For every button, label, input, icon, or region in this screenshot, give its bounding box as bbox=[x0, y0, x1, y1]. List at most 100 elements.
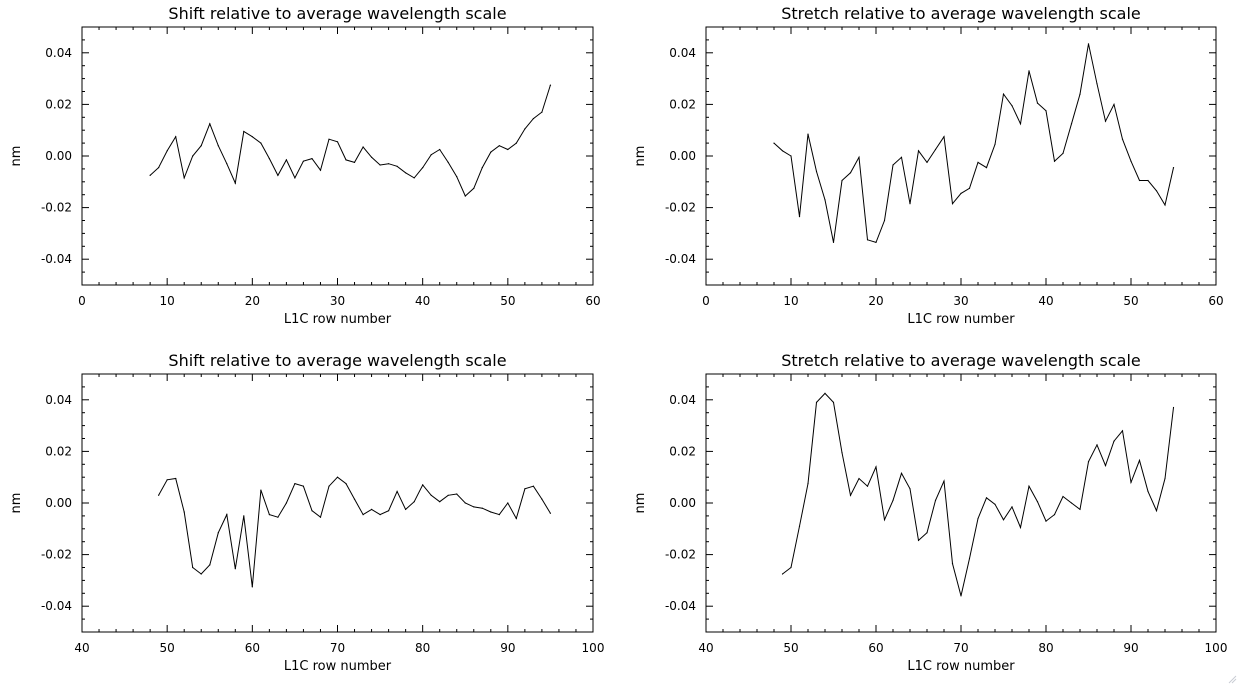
data-point bbox=[532, 485, 535, 487]
data-point bbox=[336, 476, 339, 478]
data-point bbox=[388, 510, 390, 512]
data-point bbox=[985, 167, 988, 169]
data-point bbox=[1002, 519, 1005, 521]
data-point bbox=[934, 148, 937, 151]
x-tick-label: 90 bbox=[500, 641, 515, 655]
data-point bbox=[285, 159, 287, 161]
data-point bbox=[1036, 501, 1039, 503]
y-tick-label: 0.00 bbox=[669, 496, 696, 510]
data-point bbox=[192, 155, 194, 157]
x-tick-label: 40 bbox=[1038, 294, 1053, 308]
y-tick-label: -0.04 bbox=[665, 599, 696, 613]
x-tick-label: 60 bbox=[1208, 294, 1223, 308]
x-tick-label: 10 bbox=[783, 294, 798, 308]
x-axis-label: L1C row number bbox=[907, 659, 1015, 674]
data-point bbox=[200, 145, 202, 147]
x-tick-label: 40 bbox=[698, 641, 713, 655]
data-point bbox=[490, 511, 492, 513]
data-point bbox=[149, 174, 151, 176]
data-point bbox=[883, 219, 886, 222]
data-point bbox=[268, 158, 270, 160]
data-point bbox=[1079, 508, 1081, 510]
data-point bbox=[892, 164, 894, 166]
x-axis-label: L1C row number bbox=[284, 312, 392, 327]
data-point bbox=[379, 514, 381, 516]
data-point bbox=[1036, 102, 1039, 104]
data-point bbox=[1062, 495, 1064, 498]
data-point bbox=[1104, 465, 1107, 467]
data-point bbox=[226, 163, 228, 165]
data-point bbox=[277, 516, 279, 518]
data-point bbox=[209, 123, 211, 125]
data-point bbox=[900, 156, 903, 158]
y-tick-label: 0.00 bbox=[669, 149, 696, 163]
data-point bbox=[1070, 123, 1073, 125]
data-point bbox=[268, 514, 270, 516]
data-point bbox=[464, 502, 466, 504]
y-tick-label: 0.04 bbox=[669, 46, 696, 60]
data-point bbox=[824, 392, 826, 394]
data-point bbox=[226, 514, 228, 516]
data-point bbox=[1096, 444, 1098, 446]
data-point bbox=[1130, 481, 1132, 483]
data-point bbox=[507, 148, 509, 151]
data-point bbox=[396, 490, 398, 492]
data-point bbox=[875, 466, 877, 468]
x-tick-label: 80 bbox=[415, 641, 430, 655]
data-point bbox=[934, 499, 937, 501]
data-point bbox=[464, 195, 466, 197]
data-point bbox=[849, 494, 852, 496]
data-point bbox=[524, 488, 526, 490]
x-tick-label: 100 bbox=[582, 641, 605, 655]
data-point bbox=[217, 145, 219, 147]
data-point bbox=[1130, 160, 1132, 162]
data-point bbox=[183, 511, 185, 513]
data-point bbox=[353, 161, 356, 163]
x-tick-label: 30 bbox=[330, 294, 345, 308]
data-point bbox=[251, 136, 253, 138]
data-point bbox=[498, 514, 500, 516]
plot-frame bbox=[81, 26, 594, 286]
data-point bbox=[985, 497, 988, 499]
data-point bbox=[832, 241, 835, 243]
data-point bbox=[294, 177, 296, 179]
y-tick-label: 0.04 bbox=[669, 393, 696, 407]
x-tick-label: 60 bbox=[585, 294, 600, 308]
y-tick-label: -0.04 bbox=[665, 252, 696, 266]
data-point bbox=[345, 483, 347, 485]
chart-panel-3: Shift relative to average wavelength sca… bbox=[9, 351, 604, 674]
plot-frame bbox=[705, 373, 1217, 633]
data-point bbox=[217, 532, 219, 534]
data-point bbox=[1155, 510, 1158, 512]
data-point bbox=[515, 517, 517, 520]
data-point bbox=[1019, 123, 1022, 125]
data-point bbox=[781, 573, 784, 575]
y-tick-label: -0.04 bbox=[41, 599, 72, 613]
data-point bbox=[1002, 93, 1005, 95]
data-point bbox=[507, 502, 509, 504]
x-tick-label: 10 bbox=[160, 294, 175, 308]
data-point bbox=[439, 501, 441, 503]
data-point bbox=[1045, 520, 1047, 522]
data-point bbox=[353, 498, 356, 500]
data-point bbox=[439, 148, 441, 151]
data-point bbox=[200, 573, 202, 575]
data-point bbox=[849, 172, 852, 174]
plot-frame bbox=[81, 373, 594, 633]
data-point bbox=[158, 494, 160, 496]
data-point bbox=[951, 203, 954, 205]
data-point bbox=[1172, 167, 1175, 169]
data-point bbox=[1070, 502, 1073, 504]
y-axis-label: nm bbox=[633, 493, 648, 514]
data-point bbox=[807, 483, 809, 485]
data-point bbox=[815, 401, 818, 403]
data-point bbox=[866, 485, 869, 487]
data-point bbox=[498, 145, 500, 147]
x-tick-label: 70 bbox=[953, 641, 968, 655]
data-point bbox=[379, 164, 381, 166]
data-point bbox=[319, 169, 322, 171]
data-point bbox=[371, 508, 373, 510]
y-tick-label: 0.00 bbox=[45, 496, 72, 510]
data-point bbox=[1155, 190, 1158, 192]
chart-title: Shift relative to average wavelength sca… bbox=[168, 351, 506, 370]
